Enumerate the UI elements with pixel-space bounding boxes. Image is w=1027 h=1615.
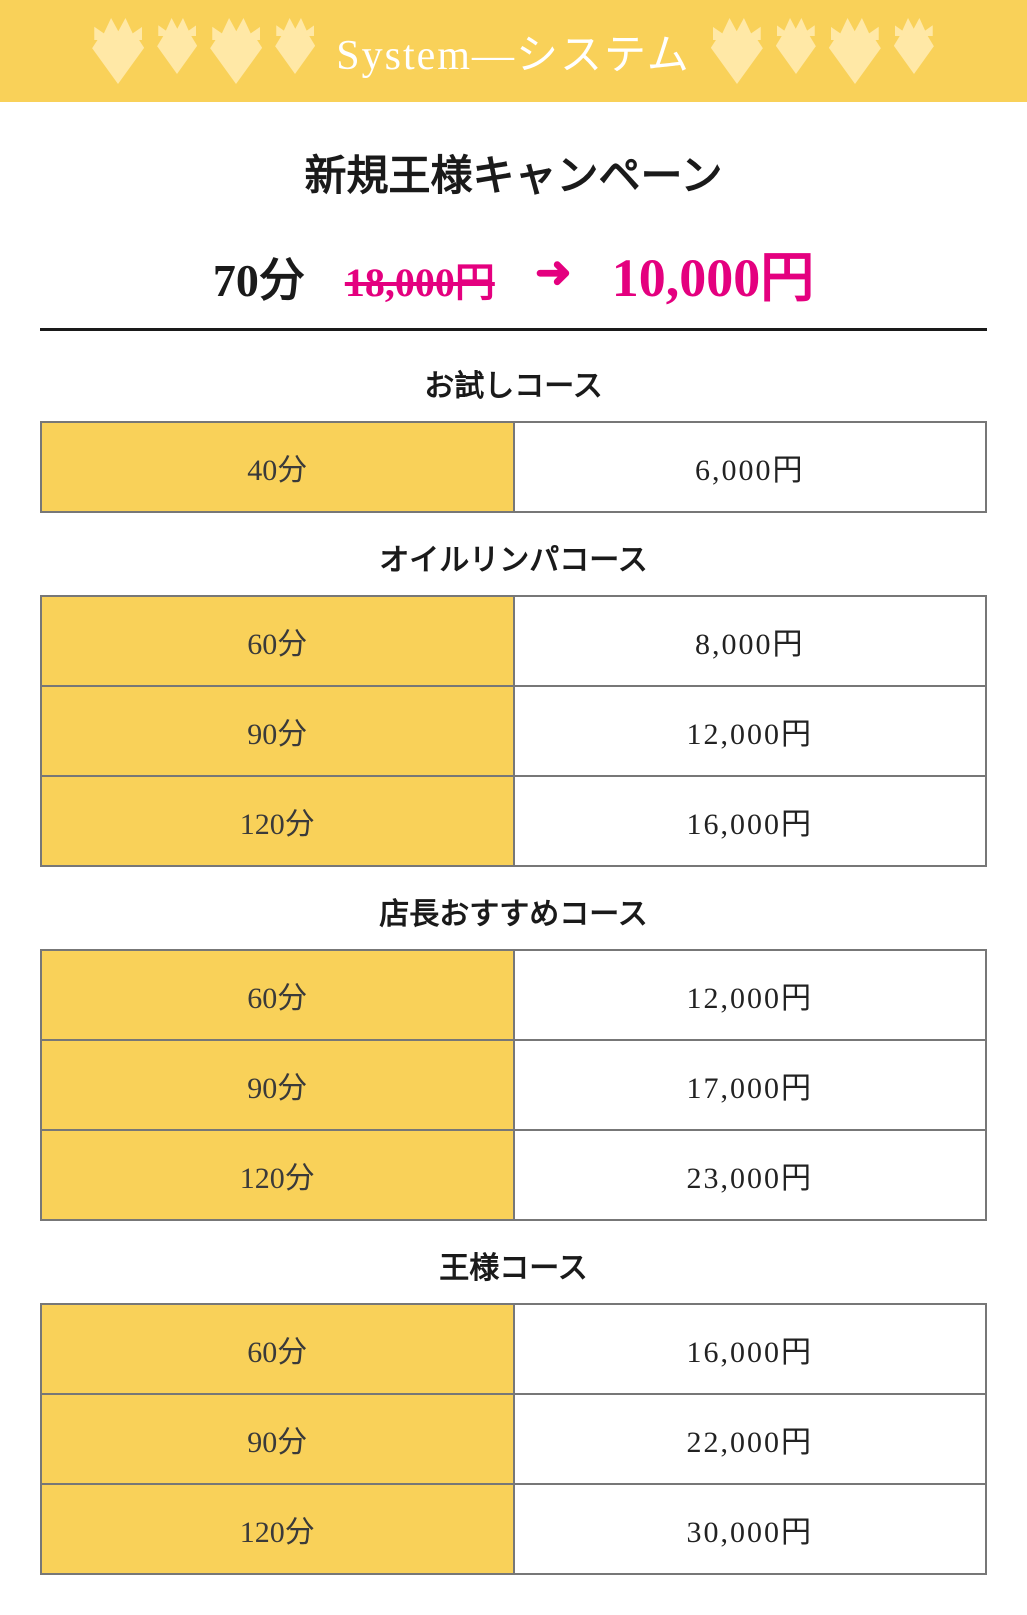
duration-cell: 120分: [41, 776, 514, 866]
course-table: 60分8,000円90分12,000円120分16,000円: [40, 595, 987, 867]
crown-diamond-icon: [90, 18, 146, 84]
arrow-right-icon: ➜: [535, 247, 572, 298]
table-row: 60分8,000円: [41, 596, 986, 686]
price-cell: 16,000円: [514, 776, 987, 866]
banner: System—システム: [0, 0, 1027, 102]
banner-title: System—システム: [336, 21, 690, 82]
crown-diamond-icon: [773, 18, 819, 74]
crown-diamond-icon: [709, 18, 765, 84]
price-cell: 8,000円: [514, 596, 987, 686]
course-list: お試しコース40分6,000円オイルリンパコース60分8,000円90分12,0…: [40, 361, 987, 1575]
duration-cell: 90分: [41, 686, 514, 776]
price-cell: 23,000円: [514, 1130, 987, 1220]
table-row: 60分16,000円: [41, 1304, 986, 1394]
course-title: オイルリンパコース: [40, 535, 987, 579]
duration-cell: 60分: [41, 950, 514, 1040]
campaign-old-price: 18,000円: [345, 250, 495, 308]
price-cell: 16,000円: [514, 1304, 987, 1394]
table-row: 90分17,000円: [41, 1040, 986, 1130]
crown-diamond-icon: [891, 18, 937, 74]
duration-cell: 120分: [41, 1484, 514, 1574]
table-row: 120分16,000円: [41, 776, 986, 866]
price-cell: 6,000円: [514, 422, 987, 512]
campaign-new-price: 10,000円: [612, 233, 815, 312]
banner-ornament-right: [709, 18, 937, 84]
crown-diamond-icon: [154, 18, 200, 74]
duration-cell: 40分: [41, 422, 514, 512]
course-title: お試しコース: [40, 361, 987, 405]
table-row: 120分23,000円: [41, 1130, 986, 1220]
course-title: 店長おすすめコース: [40, 889, 987, 933]
duration-cell: 60分: [41, 1304, 514, 1394]
crown-diamond-icon: [208, 18, 264, 84]
duration-cell: 90分: [41, 1040, 514, 1130]
duration-cell: 120分: [41, 1130, 514, 1220]
table-row: 90分22,000円: [41, 1394, 986, 1484]
price-cell: 22,000円: [514, 1394, 987, 1484]
banner-ornament-left: [90, 18, 318, 84]
course-table: 60分16,000円90分22,000円120分30,000円: [40, 1303, 987, 1575]
crown-diamond-icon: [272, 18, 318, 74]
table-row: 60分12,000円: [41, 950, 986, 1040]
campaign-duration: 70分: [213, 244, 305, 310]
table-row: 120分30,000円: [41, 1484, 986, 1574]
price-cell: 30,000円: [514, 1484, 987, 1574]
course-title: 王様コース: [40, 1243, 987, 1287]
crown-diamond-icon: [827, 18, 883, 84]
campaign-row: 70分 18,000円 ➜ 10,000円: [40, 233, 987, 331]
campaign-title: 新規王様キャンペーン: [40, 142, 987, 203]
duration-cell: 90分: [41, 1394, 514, 1484]
price-cell: 12,000円: [514, 686, 987, 776]
duration-cell: 60分: [41, 596, 514, 686]
course-table: 60分12,000円90分17,000円120分23,000円: [40, 949, 987, 1221]
content: 新規王様キャンペーン 70分 18,000円 ➜ 10,000円 お試しコース 4…: [0, 102, 1027, 1615]
price-cell: 17,000円: [514, 1040, 987, 1130]
course-table: 40分6,000円: [40, 421, 987, 513]
price-cell: 12,000円: [514, 950, 987, 1040]
table-row: 40分6,000円: [41, 422, 986, 512]
table-row: 90分12,000円: [41, 686, 986, 776]
